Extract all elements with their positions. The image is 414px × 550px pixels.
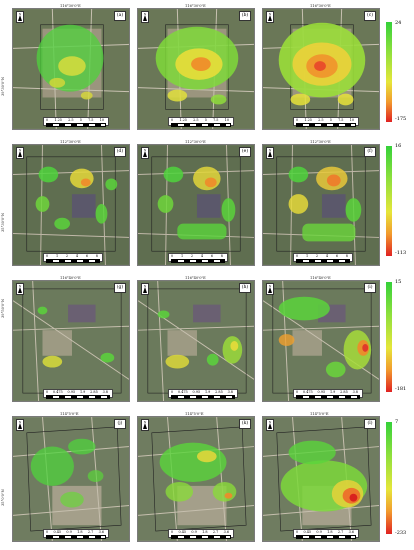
scale-bar: 0 1.25 2.5 5 7.5 10 xyxy=(293,117,359,127)
map-panel-k: N (k) 0 0.45 0.9 1.8 2.7 3.6 xyxy=(137,416,255,542)
figure-row-4: N (j) 0 0.45 0.9 1.8 2.7 3.6 114°5'0"E N (k) … xyxy=(0,412,414,546)
panel-label: (l) xyxy=(364,419,376,429)
map-image xyxy=(138,281,254,401)
longitude-label: 112°30'0"E xyxy=(185,140,206,144)
panel-label: (b) xyxy=(239,11,251,21)
map-image xyxy=(263,145,379,265)
color-legend xyxy=(386,146,392,256)
north-arrow-icon: N xyxy=(266,283,274,295)
map-panel-g: N (g) 0 0.475 0.95 1.9 2.85 3.8 xyxy=(12,280,130,402)
panel-label: (g) xyxy=(114,283,126,293)
scale-bar: 0 0.475 0.95 1.9 2.85 3.8 xyxy=(168,389,238,399)
panel-label: (i) xyxy=(364,283,376,293)
longitude-label: 114°5'0"E xyxy=(185,412,204,416)
north-arrow-icon: N xyxy=(16,147,24,159)
map-image xyxy=(13,417,129,541)
color-legend xyxy=(386,22,392,122)
legend-max-value: 24 xyxy=(395,20,402,26)
longitude-label: 112°30'0"E xyxy=(60,140,81,144)
panel-label: (c) xyxy=(364,11,376,21)
latitude-label: 39°30'0"N xyxy=(1,76,5,96)
panel-label: (j) xyxy=(114,419,126,429)
map-image xyxy=(263,9,379,129)
longitude-label: 116°40'0"E xyxy=(60,276,81,280)
scale-bar: 0 0.475 0.95 1.9 2.85 3.8 xyxy=(293,389,363,399)
scale-bar: 0 1.25 2.5 5 7.5 10 xyxy=(43,117,109,127)
color-legend xyxy=(386,282,392,392)
map-image xyxy=(263,281,379,401)
longitude-label: 112°30'0"E xyxy=(310,140,331,144)
legend-max-value: 7 xyxy=(395,419,399,425)
north-arrow-icon: N xyxy=(266,11,274,23)
legend-min-value: -181 xyxy=(395,386,407,392)
legend-min-value: -113 xyxy=(395,250,407,256)
north-arrow-icon: N xyxy=(16,11,24,23)
longitude-label: 116°40'0"E xyxy=(185,276,206,280)
map-panel-h: N (h) 0 0.475 0.95 1.9 2.85 3.8 xyxy=(137,280,255,402)
panel-label: (a) xyxy=(114,11,126,21)
scale-bar: 0 0.45 0.9 1.8 2.7 3.6 xyxy=(43,529,109,539)
map-image xyxy=(13,145,129,265)
map-image xyxy=(263,417,379,541)
map-image xyxy=(138,145,254,265)
map-image xyxy=(13,281,129,401)
longitude-label: 116°30'0"E xyxy=(60,4,81,8)
map-image xyxy=(13,9,129,129)
longitude-label: 116°40'0"E xyxy=(310,276,331,280)
north-arrow-icon: N xyxy=(266,419,274,431)
panel-label: (d) xyxy=(114,147,126,157)
panel-label: (k) xyxy=(239,419,251,429)
north-arrow-icon: N xyxy=(16,419,24,431)
latitude-label: 35°30'0"N xyxy=(1,212,5,232)
map-panel-j: N (j) 0 0.45 0.9 1.8 2.7 3.6 xyxy=(12,416,130,542)
north-arrow-icon: N xyxy=(16,283,24,295)
north-arrow-icon: N xyxy=(266,147,274,159)
map-panel-l: N (l) 0 0.45 0.9 1.8 2.7 3.6 xyxy=(262,416,380,542)
map-panel-b: N (b) 0 1.25 2.5 5 7.5 10 xyxy=(137,8,255,130)
legend-min-value: -233 xyxy=(395,530,407,536)
longitude-label: 114°5'0"E xyxy=(310,412,329,416)
panel-label: (h) xyxy=(239,283,251,293)
panel-label: (f) xyxy=(364,147,376,157)
scale-bar: 0 1.25 2.5 5 7.5 10 xyxy=(168,117,234,127)
scale-bar: 0 0.45 0.9 1.8 2.7 3.6 xyxy=(168,529,234,539)
north-arrow-icon: N xyxy=(141,147,149,159)
north-arrow-icon: N xyxy=(141,283,149,295)
map-panel-i: N (i) 0 0.475 0.95 1.9 2.85 3.8 xyxy=(262,280,380,402)
north-arrow-icon: N xyxy=(141,419,149,431)
figure-row-3: N (g) 0 0.475 0.95 1.9 2.85 3.8 116°40'0"E N … xyxy=(0,276,414,404)
map-panel-c: N (c) 0 1.25 2.5 5 7.5 10 xyxy=(262,8,380,130)
north-arrow-icon: N xyxy=(141,11,149,23)
latitude-label: 35°0'0"N xyxy=(1,489,5,506)
panel-label: (e) xyxy=(239,147,251,157)
scale-bar: 0 0.475 0.95 1.9 2.85 3.8 xyxy=(43,389,113,399)
map-image xyxy=(138,9,254,129)
map-panel-a: N (a) 0 1.25 2.5 5 7.5 10 xyxy=(12,8,130,130)
longitude-label: 114°5'0"E xyxy=(60,412,79,416)
legend-max-value: 15 xyxy=(395,279,402,285)
map-image xyxy=(138,417,254,541)
longitude-label: 116°30'0"E xyxy=(310,4,331,8)
scale-bar: 0 0.45 0.9 1.8 2.7 3.6 xyxy=(293,529,359,539)
longitude-label: 116°30'0"E xyxy=(185,4,206,8)
color-legend xyxy=(386,422,392,534)
legend-max-value: 16 xyxy=(395,143,402,149)
latitude-label: 39°50'0"N xyxy=(1,298,5,318)
legend-min-value: -175 xyxy=(395,116,407,122)
